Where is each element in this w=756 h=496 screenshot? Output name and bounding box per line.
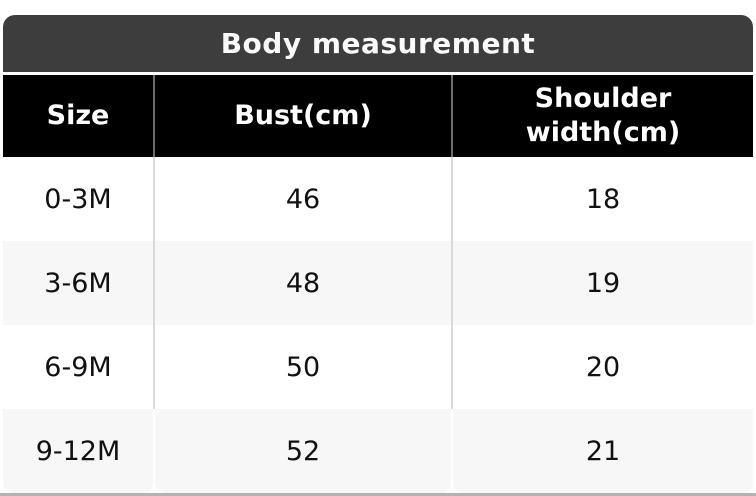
bust-cell: 46 [155, 157, 453, 241]
table-row: 0-3M 46 18 [3, 157, 753, 241]
column-header-bust: Bust(cm) [155, 75, 453, 157]
size-cell: 6-9M [3, 325, 155, 409]
column-header-size: Size [3, 75, 155, 157]
body-measurement-table: Size Bust(cm) Shoulder width(cm) 0-3M 46… [3, 75, 753, 493]
size-cell: 0-3M [3, 157, 155, 241]
table-row: 3-6M 48 19 [3, 241, 753, 325]
table-bottom-edge [0, 493, 756, 496]
bust-cell: 50 [155, 325, 453, 409]
table-row: 6-9M 50 20 [3, 325, 753, 409]
table-row: 9-12M 52 21 [3, 409, 753, 493]
shoulder-width-cell: 18 [453, 157, 753, 241]
table-title-bar: Body measurement [3, 15, 753, 72]
shoulder-width-cell: 19 [453, 241, 753, 325]
column-header-shoulder-width: Shoulder width(cm) [453, 75, 753, 157]
table-title: Body measurement [220, 27, 536, 60]
header-row: Size Bust(cm) Shoulder width(cm) [3, 75, 753, 157]
shoulder-width-cell: 21 [453, 409, 753, 493]
bust-cell: 48 [155, 241, 453, 325]
size-cell: 3-6M [3, 241, 155, 325]
size-cell: 9-12M [3, 409, 155, 493]
bust-cell: 52 [155, 409, 453, 493]
shoulder-width-cell: 20 [453, 325, 753, 409]
